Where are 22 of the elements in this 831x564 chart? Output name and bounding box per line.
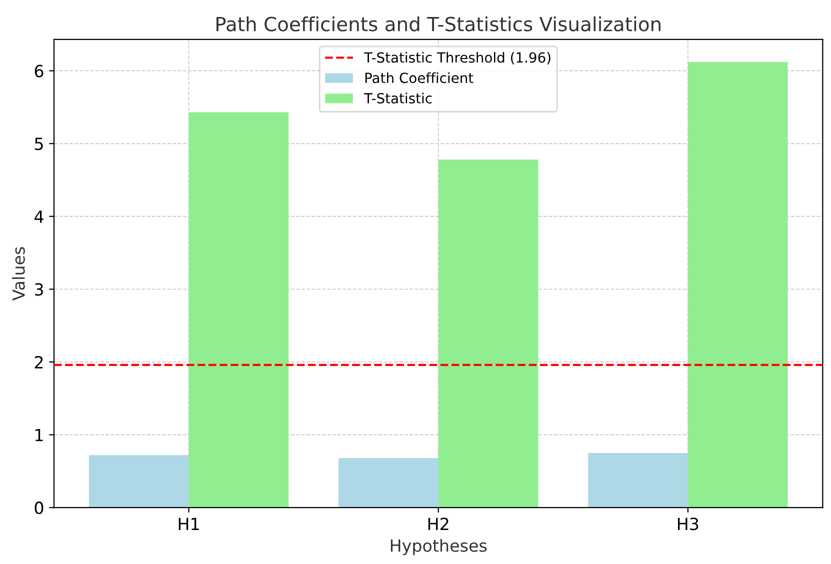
y-tick-label: 3 [34,283,43,296]
x-tick-label: H2 [428,518,448,530]
y-tick-label: 4 [34,210,44,223]
y-tick-label: 6 [34,64,44,78]
legend-label: Path Coefficient [365,72,474,84]
x-tick-label: H3 [678,518,698,530]
bar [338,458,438,508]
y-tick-label: 0 [34,502,44,514]
legend-label: T-Statistic [364,92,432,104]
x-tick-label: H1 [178,518,199,530]
y-axis-title: Values [12,247,25,301]
bar [88,455,189,508]
y-tick-label: 5 [34,138,43,150]
chart-title: Path Coefficients and T-Statistics Visualization [216,16,660,32]
bar [688,62,788,508]
x-axis-title: Hypotheses [390,539,487,556]
bar [438,160,538,508]
bar [188,112,289,508]
bar [588,453,688,508]
y-tick-label: 2 [34,356,43,368]
y-tick-label: 1 [36,428,43,442]
legend-label: T-Statistic Threshold (1.96) [364,52,550,64]
